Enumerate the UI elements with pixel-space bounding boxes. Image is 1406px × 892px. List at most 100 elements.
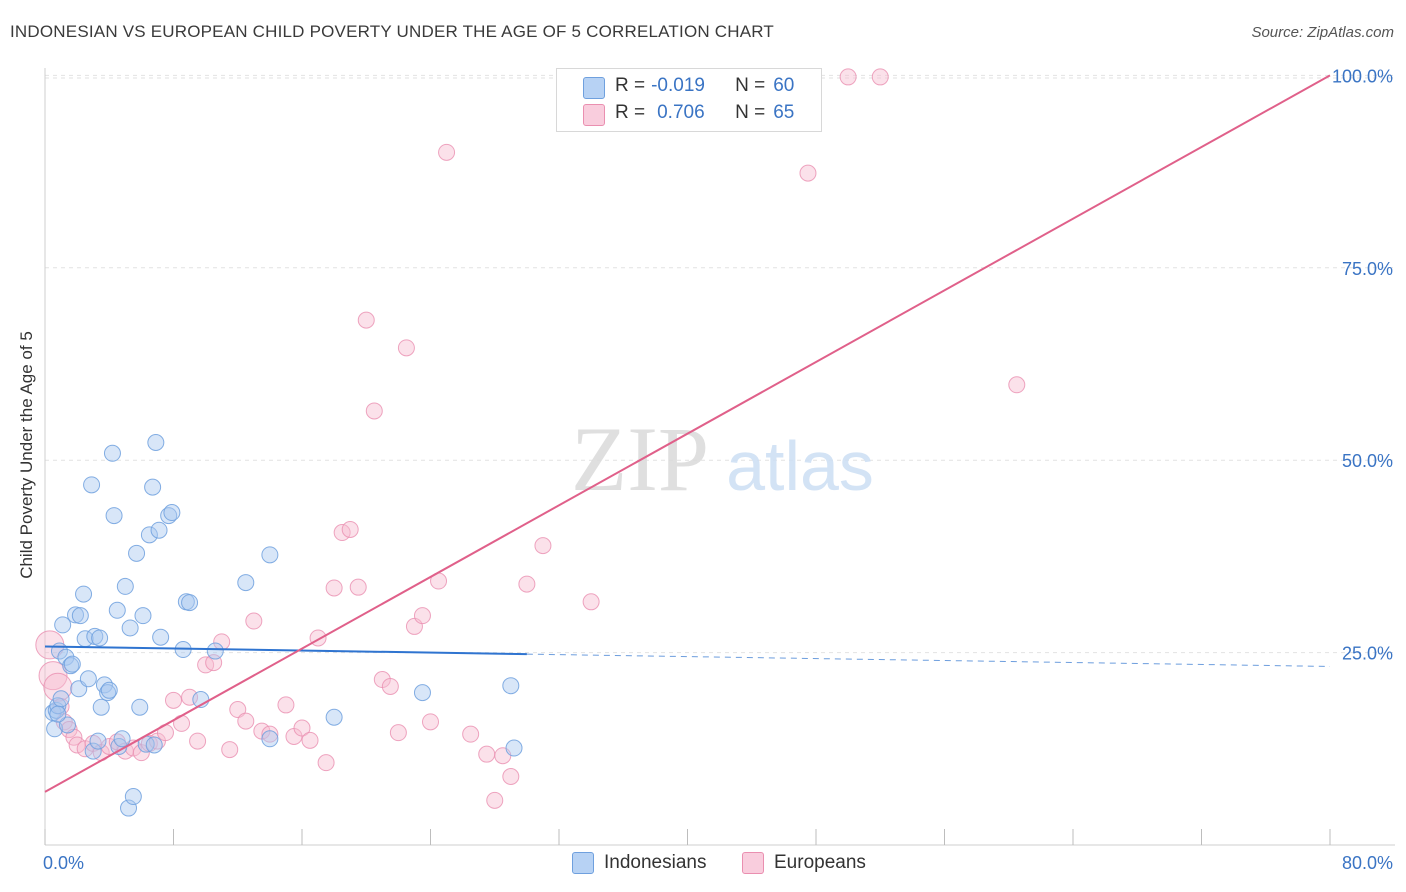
european-point — [325, 579, 343, 597]
indonesian-point — [54, 616, 72, 634]
legend-r-label: R = — [615, 75, 646, 96]
indonesian-point — [75, 585, 93, 603]
legend-r-label: R = — [615, 102, 646, 123]
indonesian-point — [181, 594, 199, 612]
european-point — [478, 745, 496, 763]
european-point — [301, 731, 319, 749]
indonesians-points — [44, 433, 523, 817]
european-point — [189, 732, 207, 750]
legend-n-value: 65 — [773, 102, 795, 123]
legend-n-label: N = — [735, 102, 766, 123]
european-point — [181, 688, 199, 706]
european-point — [43, 672, 73, 702]
european-point — [277, 696, 295, 714]
europeans-trend-line — [44, 74, 1331, 793]
europeans-swatch — [742, 852, 764, 874]
indonesian-point — [261, 546, 279, 564]
y-tick-label: 25.0% — [1342, 644, 1393, 664]
indonesian-point — [46, 720, 64, 738]
european-point — [365, 402, 383, 420]
european-point — [349, 578, 367, 596]
legend-n-value: 60 — [773, 75, 795, 96]
y-axis-label: Child Poverty Under the Age of 5 — [17, 331, 36, 579]
indonesians-swatch — [572, 852, 594, 874]
y-tick-label: 50.0% — [1342, 451, 1393, 471]
watermark: ZIP atlas — [571, 408, 874, 510]
european-point — [165, 691, 182, 709]
indonesian-point — [100, 681, 118, 699]
legend-r-value: -0.019 — [651, 75, 705, 96]
indonesian-point — [163, 504, 181, 522]
y-tick-label: 75.0% — [1342, 259, 1393, 279]
european-point — [871, 68, 889, 86]
indonesian-point — [105, 507, 123, 525]
european-point — [245, 612, 263, 630]
european-point — [293, 719, 311, 737]
legend-row-europeans: R = 0.706 N = 65 — [615, 100, 794, 126]
indonesian-point — [89, 732, 107, 750]
legend-swatch-europeans — [583, 104, 605, 126]
european-point — [100, 737, 118, 755]
y-tick-label: 100.0% — [1332, 66, 1393, 86]
indonesian-point — [140, 526, 158, 544]
indonesian-point — [116, 577, 134, 595]
indonesian-point — [58, 716, 76, 734]
bottom-legend-indonesians: Indonesians — [572, 852, 706, 874]
european-point — [462, 725, 480, 743]
european-point — [38, 661, 68, 691]
indonesian-point — [505, 739, 523, 757]
european-point — [518, 575, 536, 593]
european-point — [381, 677, 399, 695]
indonesian-point — [63, 655, 81, 673]
axes — [44, 68, 1395, 846]
indonesian-point — [502, 677, 520, 695]
european-point — [502, 768, 520, 786]
indonesian-point — [113, 730, 131, 748]
indonesian-point — [237, 574, 255, 592]
european-point — [229, 701, 247, 719]
indonesian-point — [84, 742, 102, 760]
legend-n-label: N = — [735, 75, 766, 96]
european-point — [1008, 376, 1026, 394]
european-point — [534, 537, 552, 555]
tick-labels: 25.0% 50.0% 75.0% 100.0% 0.0% 80.0% — [43, 66, 1393, 873]
grid-lines — [45, 74, 1395, 654]
indonesian-point — [121, 619, 139, 637]
indonesian-point — [49, 705, 67, 723]
x-tick-label-min: 0.0% — [43, 853, 84, 873]
european-point — [413, 607, 431, 625]
indonesians-trend-extension — [526, 653, 1331, 667]
european-point — [582, 593, 600, 611]
indonesian-point — [413, 684, 431, 702]
source-label: Source: ZipAtlas.com — [1251, 24, 1394, 41]
european-point — [799, 164, 817, 182]
indonesian-point — [108, 601, 126, 619]
indonesian-point — [79, 670, 97, 688]
indonesian-point — [124, 788, 142, 806]
indonesian-point — [160, 507, 178, 525]
indonesian-point — [57, 648, 75, 666]
indonesian-point — [128, 544, 146, 562]
european-point — [317, 754, 335, 772]
trend-lines — [44, 74, 1331, 793]
indonesian-point — [150, 521, 168, 539]
europeans-points — [35, 68, 1026, 809]
legend-row-indonesians: R = -0.019 N = 60 — [615, 73, 794, 99]
watermark-atlas: atlas — [726, 427, 874, 505]
indonesians-trend-line — [44, 645, 527, 656]
indonesian-point — [103, 444, 121, 462]
bottom-legend-europeans: Europeans — [742, 852, 866, 874]
indonesian-point — [144, 478, 162, 496]
european-point — [221, 741, 239, 759]
indonesians-label: Indonesians — [604, 852, 707, 873]
correlation-legend: R = -0.019 N = 60 R = 0.706 N = 65 — [556, 68, 822, 132]
indonesian-point — [147, 433, 165, 451]
indonesian-point — [91, 629, 109, 647]
european-point — [357, 311, 375, 329]
indonesian-point — [261, 730, 279, 748]
europeans-label: Europeans — [774, 852, 866, 873]
european-point — [438, 143, 456, 161]
indonesian-point — [92, 698, 110, 716]
legend-r-value: 0.706 — [657, 102, 705, 123]
